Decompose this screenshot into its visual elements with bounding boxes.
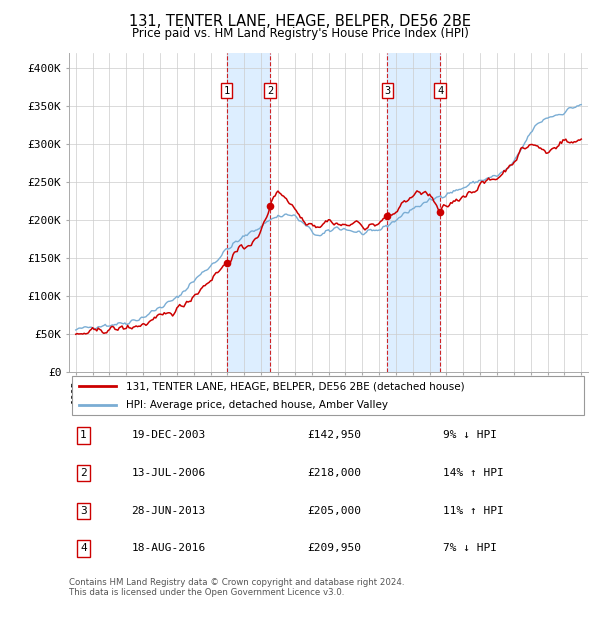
Text: Price paid vs. HM Land Registry's House Price Index (HPI): Price paid vs. HM Land Registry's House … (131, 27, 469, 40)
Text: 4: 4 (437, 86, 443, 95)
Text: 19-DEC-2003: 19-DEC-2003 (131, 430, 206, 440)
Bar (227, 53, 270, 372)
Text: 131, TENTER LANE, HEAGE, BELPER, DE56 2BE: 131, TENTER LANE, HEAGE, BELPER, DE56 2B… (129, 14, 471, 29)
Text: 7% ↓ HPI: 7% ↓ HPI (443, 544, 497, 554)
Text: Contains HM Land Registry data © Crown copyright and database right 2024.
This d: Contains HM Land Registry data © Crown c… (69, 578, 404, 597)
Text: 18-AUG-2016: 18-AUG-2016 (131, 544, 206, 554)
Text: 9% ↓ HPI: 9% ↓ HPI (443, 430, 497, 440)
Text: 3: 3 (384, 86, 391, 95)
Text: £218,000: £218,000 (308, 468, 362, 478)
Text: 131, TENTER LANE, HEAGE, BELPER, DE56 2BE (detached house): 131, TENTER LANE, HEAGE, BELPER, DE56 2B… (126, 381, 465, 391)
Bar (388, 53, 440, 372)
Text: £209,950: £209,950 (308, 544, 362, 554)
Text: 2: 2 (80, 468, 87, 478)
Text: 28-JUN-2013: 28-JUN-2013 (131, 506, 206, 516)
Text: 14% ↑ HPI: 14% ↑ HPI (443, 468, 503, 478)
Text: 2: 2 (267, 86, 273, 95)
Text: 4: 4 (80, 544, 87, 554)
Text: 1: 1 (224, 86, 230, 95)
Text: £142,950: £142,950 (308, 430, 362, 440)
Text: HPI: Average price, detached house, Amber Valley: HPI: Average price, detached house, Ambe… (126, 400, 388, 410)
Text: 1: 1 (80, 430, 87, 440)
Text: £205,000: £205,000 (308, 506, 362, 516)
Text: 3: 3 (80, 506, 87, 516)
Text: 11% ↑ HPI: 11% ↑ HPI (443, 506, 503, 516)
Text: 13-JUL-2006: 13-JUL-2006 (131, 468, 206, 478)
FancyBboxPatch shape (71, 376, 584, 415)
